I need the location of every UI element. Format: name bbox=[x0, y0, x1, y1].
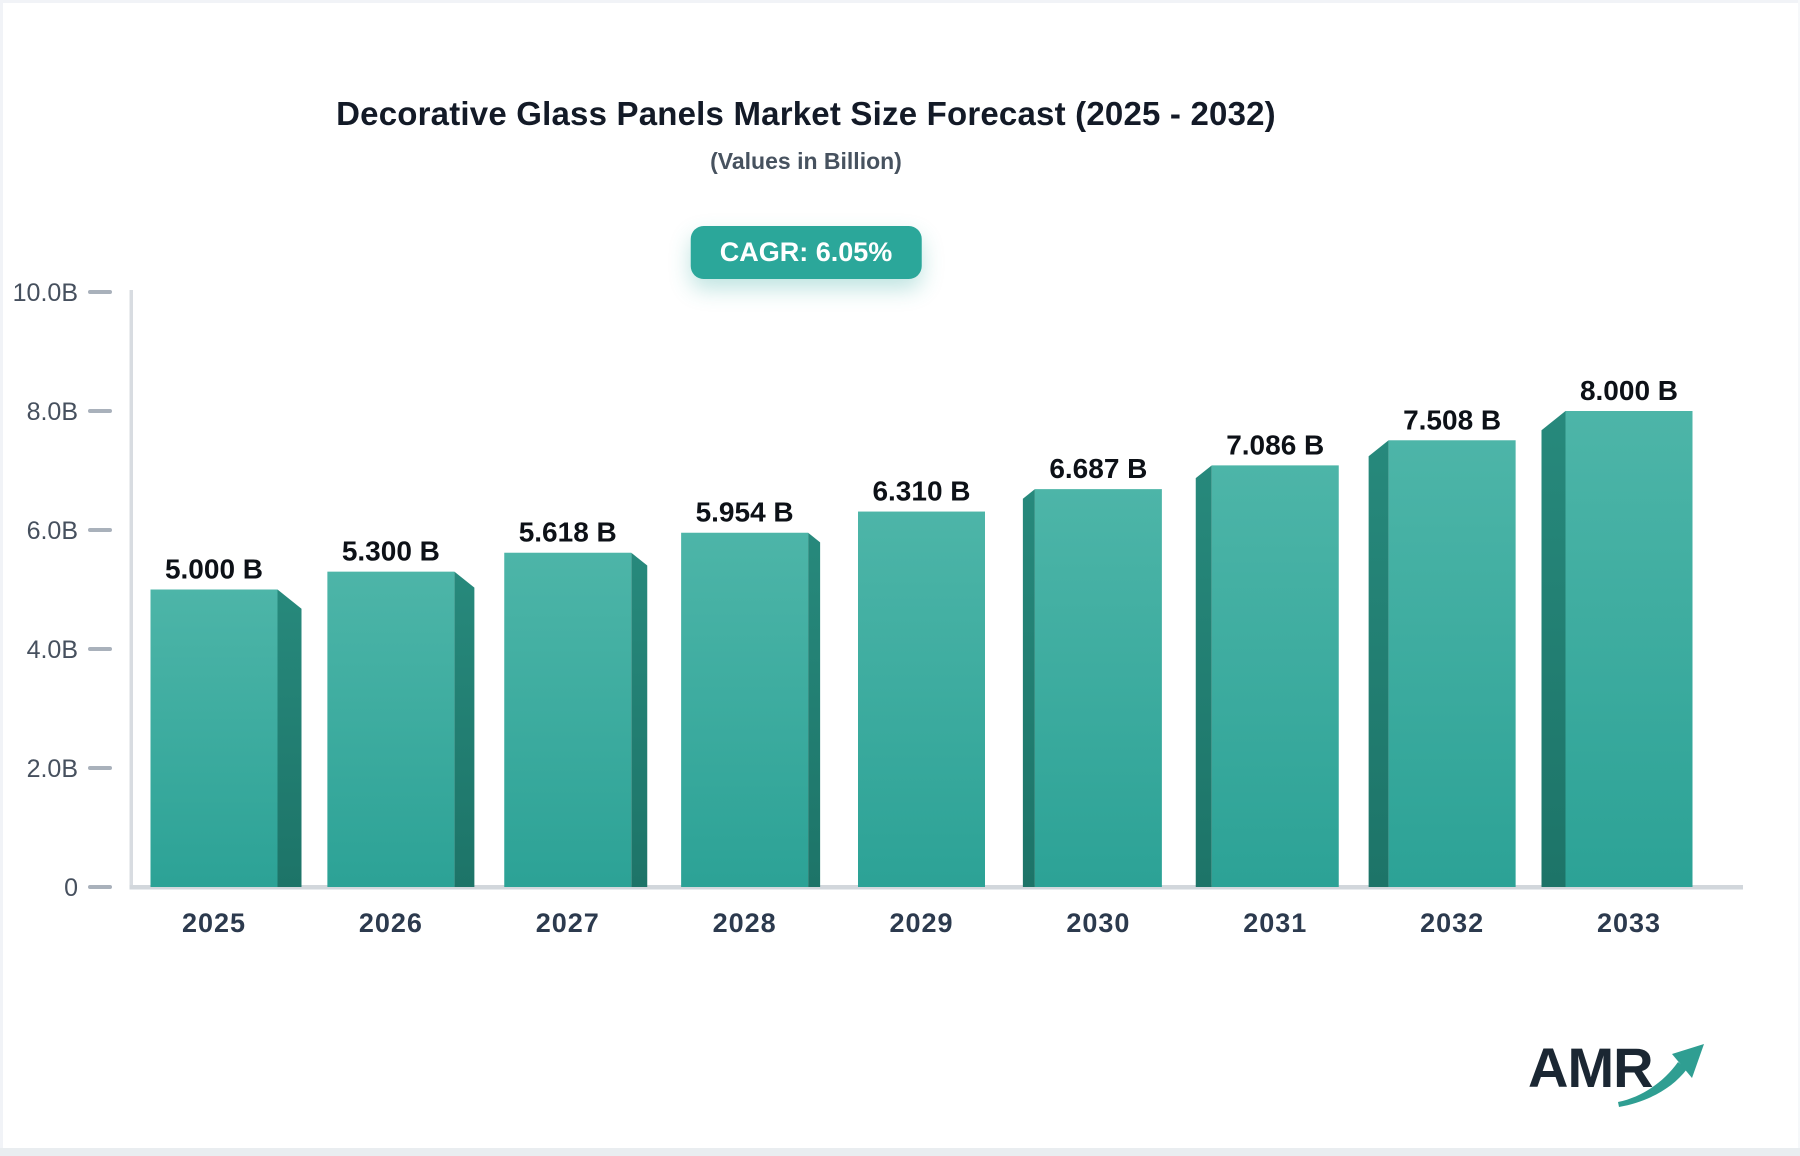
x-axis-label-2031: 2031 bbox=[1243, 908, 1307, 938]
y-tick-0 bbox=[88, 885, 112, 889]
bar-group-2033: 8.000 B 2033 bbox=[1541, 375, 1693, 938]
y-tick-4.0B bbox=[88, 647, 112, 651]
y-tick-6.0B bbox=[88, 528, 112, 532]
page-bottom-border bbox=[0, 1148, 1800, 1156]
bar-2025[interactable] bbox=[150, 589, 278, 888]
amr-logo: AMR bbox=[1528, 1036, 1704, 1107]
y-tick-2.0B bbox=[88, 766, 112, 770]
chart-title: Decorative Glass Panels Market Size Fore… bbox=[336, 95, 1276, 132]
cagr-badge: CAGR: 6.05% bbox=[690, 226, 922, 279]
bar-side-face-2030 bbox=[1022, 489, 1035, 887]
bar-side-face-2028 bbox=[808, 532, 821, 887]
x-axis-label-2033: 2033 bbox=[1597, 908, 1661, 938]
y-tick-10.0B bbox=[88, 290, 112, 294]
bar-group-2032: 7.508 B 2032 bbox=[1368, 404, 1516, 938]
bar-value-label-2028: 5.954 B bbox=[696, 497, 794, 528]
y-tick-label: 0 bbox=[64, 874, 78, 902]
bar-value-label-2029: 6.310 B bbox=[872, 476, 970, 507]
bar-value-label-2025: 5.000 B bbox=[165, 554, 263, 585]
bar-group-2026: 5.300 B 2026 bbox=[327, 536, 475, 938]
bar-side-face-2032 bbox=[1368, 440, 1389, 887]
y-axis-line bbox=[129, 290, 133, 889]
bar-group-2028: 5.954 B 2028 bbox=[681, 497, 821, 938]
bar-chart: 0 2.0B 4.0B 6.0B 8.0B 10.0B 5.000 B 2025 5.300 B… bbox=[13, 279, 1743, 938]
bar-group-2030: 6.687 B 2030 bbox=[1022, 453, 1162, 938]
x-axis-label-2025: 2025 bbox=[182, 908, 246, 938]
bar-side-face-2033 bbox=[1541, 411, 1566, 887]
bar-value-label-2030: 6.687 B bbox=[1049, 453, 1147, 484]
bar-2028[interactable] bbox=[681, 532, 809, 887]
y-tick-label: 8.0B bbox=[27, 398, 78, 426]
x-axis-label-2028: 2028 bbox=[713, 908, 777, 938]
bar-value-label-2026: 5.300 B bbox=[342, 536, 440, 567]
bar-value-label-2027: 5.618 B bbox=[519, 517, 617, 548]
x-axis-label-2029: 2029 bbox=[889, 908, 953, 938]
bar-2027[interactable] bbox=[504, 552, 632, 887]
bar-side-face-2027 bbox=[631, 552, 648, 887]
page-left-border bbox=[0, 0, 3, 1156]
bar-2030[interactable] bbox=[1034, 489, 1162, 887]
bar-2032[interactable] bbox=[1388, 440, 1516, 887]
y-tick-label: 4.0B bbox=[27, 636, 78, 664]
bar-group-2025: 5.000 B 2025 bbox=[150, 554, 302, 938]
bar-group-2031: 7.086 B 2031 bbox=[1195, 429, 1339, 938]
bar-value-label-2033: 8.000 B bbox=[1580, 375, 1678, 406]
chart-subtitle: (Values in Billion) bbox=[710, 148, 902, 174]
bar-side-face-2031 bbox=[1195, 465, 1212, 887]
bar-group-2029: 6.310 B 2029 bbox=[858, 476, 985, 938]
bar-value-label-2031: 7.086 B bbox=[1226, 429, 1324, 460]
y-tick-8.0B bbox=[88, 409, 112, 413]
x-axis-line bbox=[129, 885, 1743, 890]
bar-2033[interactable] bbox=[1565, 411, 1693, 887]
amr-logo-text: AMR bbox=[1528, 1036, 1653, 1099]
bar-2031[interactable] bbox=[1211, 465, 1339, 887]
x-axis-label-2027: 2027 bbox=[536, 908, 600, 938]
y-tick-label: 2.0B bbox=[27, 755, 78, 783]
x-axis-label-2026: 2026 bbox=[359, 908, 423, 938]
bar-side-face-2026 bbox=[454, 571, 475, 887]
amr-logo-arrow-swoosh bbox=[1618, 1062, 1687, 1107]
page-right-border bbox=[1798, 0, 1800, 1156]
bar-value-label-2032: 7.508 B bbox=[1403, 404, 1501, 435]
bar-2026[interactable] bbox=[327, 571, 455, 887]
x-axis-label-2030: 2030 bbox=[1066, 908, 1130, 938]
bar-2029[interactable] bbox=[858, 511, 985, 887]
x-axis-label-2032: 2032 bbox=[1420, 908, 1484, 938]
amr-logo-arrowhead-icon bbox=[1672, 1044, 1704, 1078]
y-tick-label: 6.0B bbox=[27, 517, 78, 545]
bar-group-2027: 5.618 B 2027 bbox=[504, 517, 648, 938]
bar-side-face-2025 bbox=[277, 589, 302, 887]
y-tick-label: 10.0B bbox=[13, 279, 78, 307]
page-top-border bbox=[0, 0, 1800, 3]
